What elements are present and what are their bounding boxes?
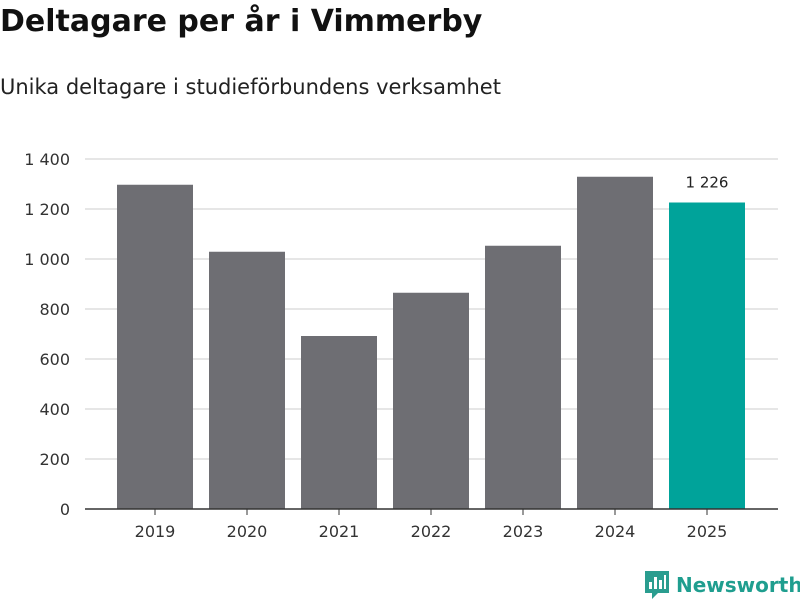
chart-subtitle: Unika deltagare i studieförbundens verks… <box>0 75 501 99</box>
bar-2022 <box>393 292 469 509</box>
bar-2023 <box>485 245 561 509</box>
bar-2020 <box>209 251 285 509</box>
y-tick-label: 400 <box>39 400 70 419</box>
x-tick-label: 2023 <box>503 522 544 541</box>
chart-title: Deltagare per år i Vimmerby <box>0 4 483 39</box>
labels: 0 200 400 600 800 1 000 1 200 1 400 2019 2020 2021… <box>24 150 778 541</box>
bars <box>117 176 745 509</box>
x-tick-label: 2021 <box>319 522 360 541</box>
x-tick-label: 2025 <box>687 522 728 541</box>
newsworthy-logo: Newsworthy <box>644 570 800 600</box>
bar-2024 <box>577 176 653 509</box>
bar-2021 <box>301 336 377 509</box>
x-tick-label: 2022 <box>411 522 452 541</box>
y-tick-label: 0 <box>60 500 70 519</box>
newsworthy-logo-icon <box>645 571 669 599</box>
x-tick-label: 2019 <box>135 522 176 541</box>
brand-name: Newsworthy <box>676 573 800 597</box>
bar-2019 <box>117 184 193 509</box>
y-tick-label: 200 <box>39 450 70 469</box>
x-tick-label: 2020 <box>227 522 268 541</box>
x-tick-label: 2024 <box>595 522 636 541</box>
y-tick-label: 1 400 <box>24 150 70 169</box>
y-tick-label: 1 000 <box>24 250 70 269</box>
data-label: 1 226 <box>686 174 729 192</box>
y-tick-label: 600 <box>39 350 70 369</box>
y-tick-label: 800 <box>39 300 70 319</box>
y-tick-label: 1 200 <box>24 200 70 219</box>
bar-2025 <box>669 202 745 509</box>
